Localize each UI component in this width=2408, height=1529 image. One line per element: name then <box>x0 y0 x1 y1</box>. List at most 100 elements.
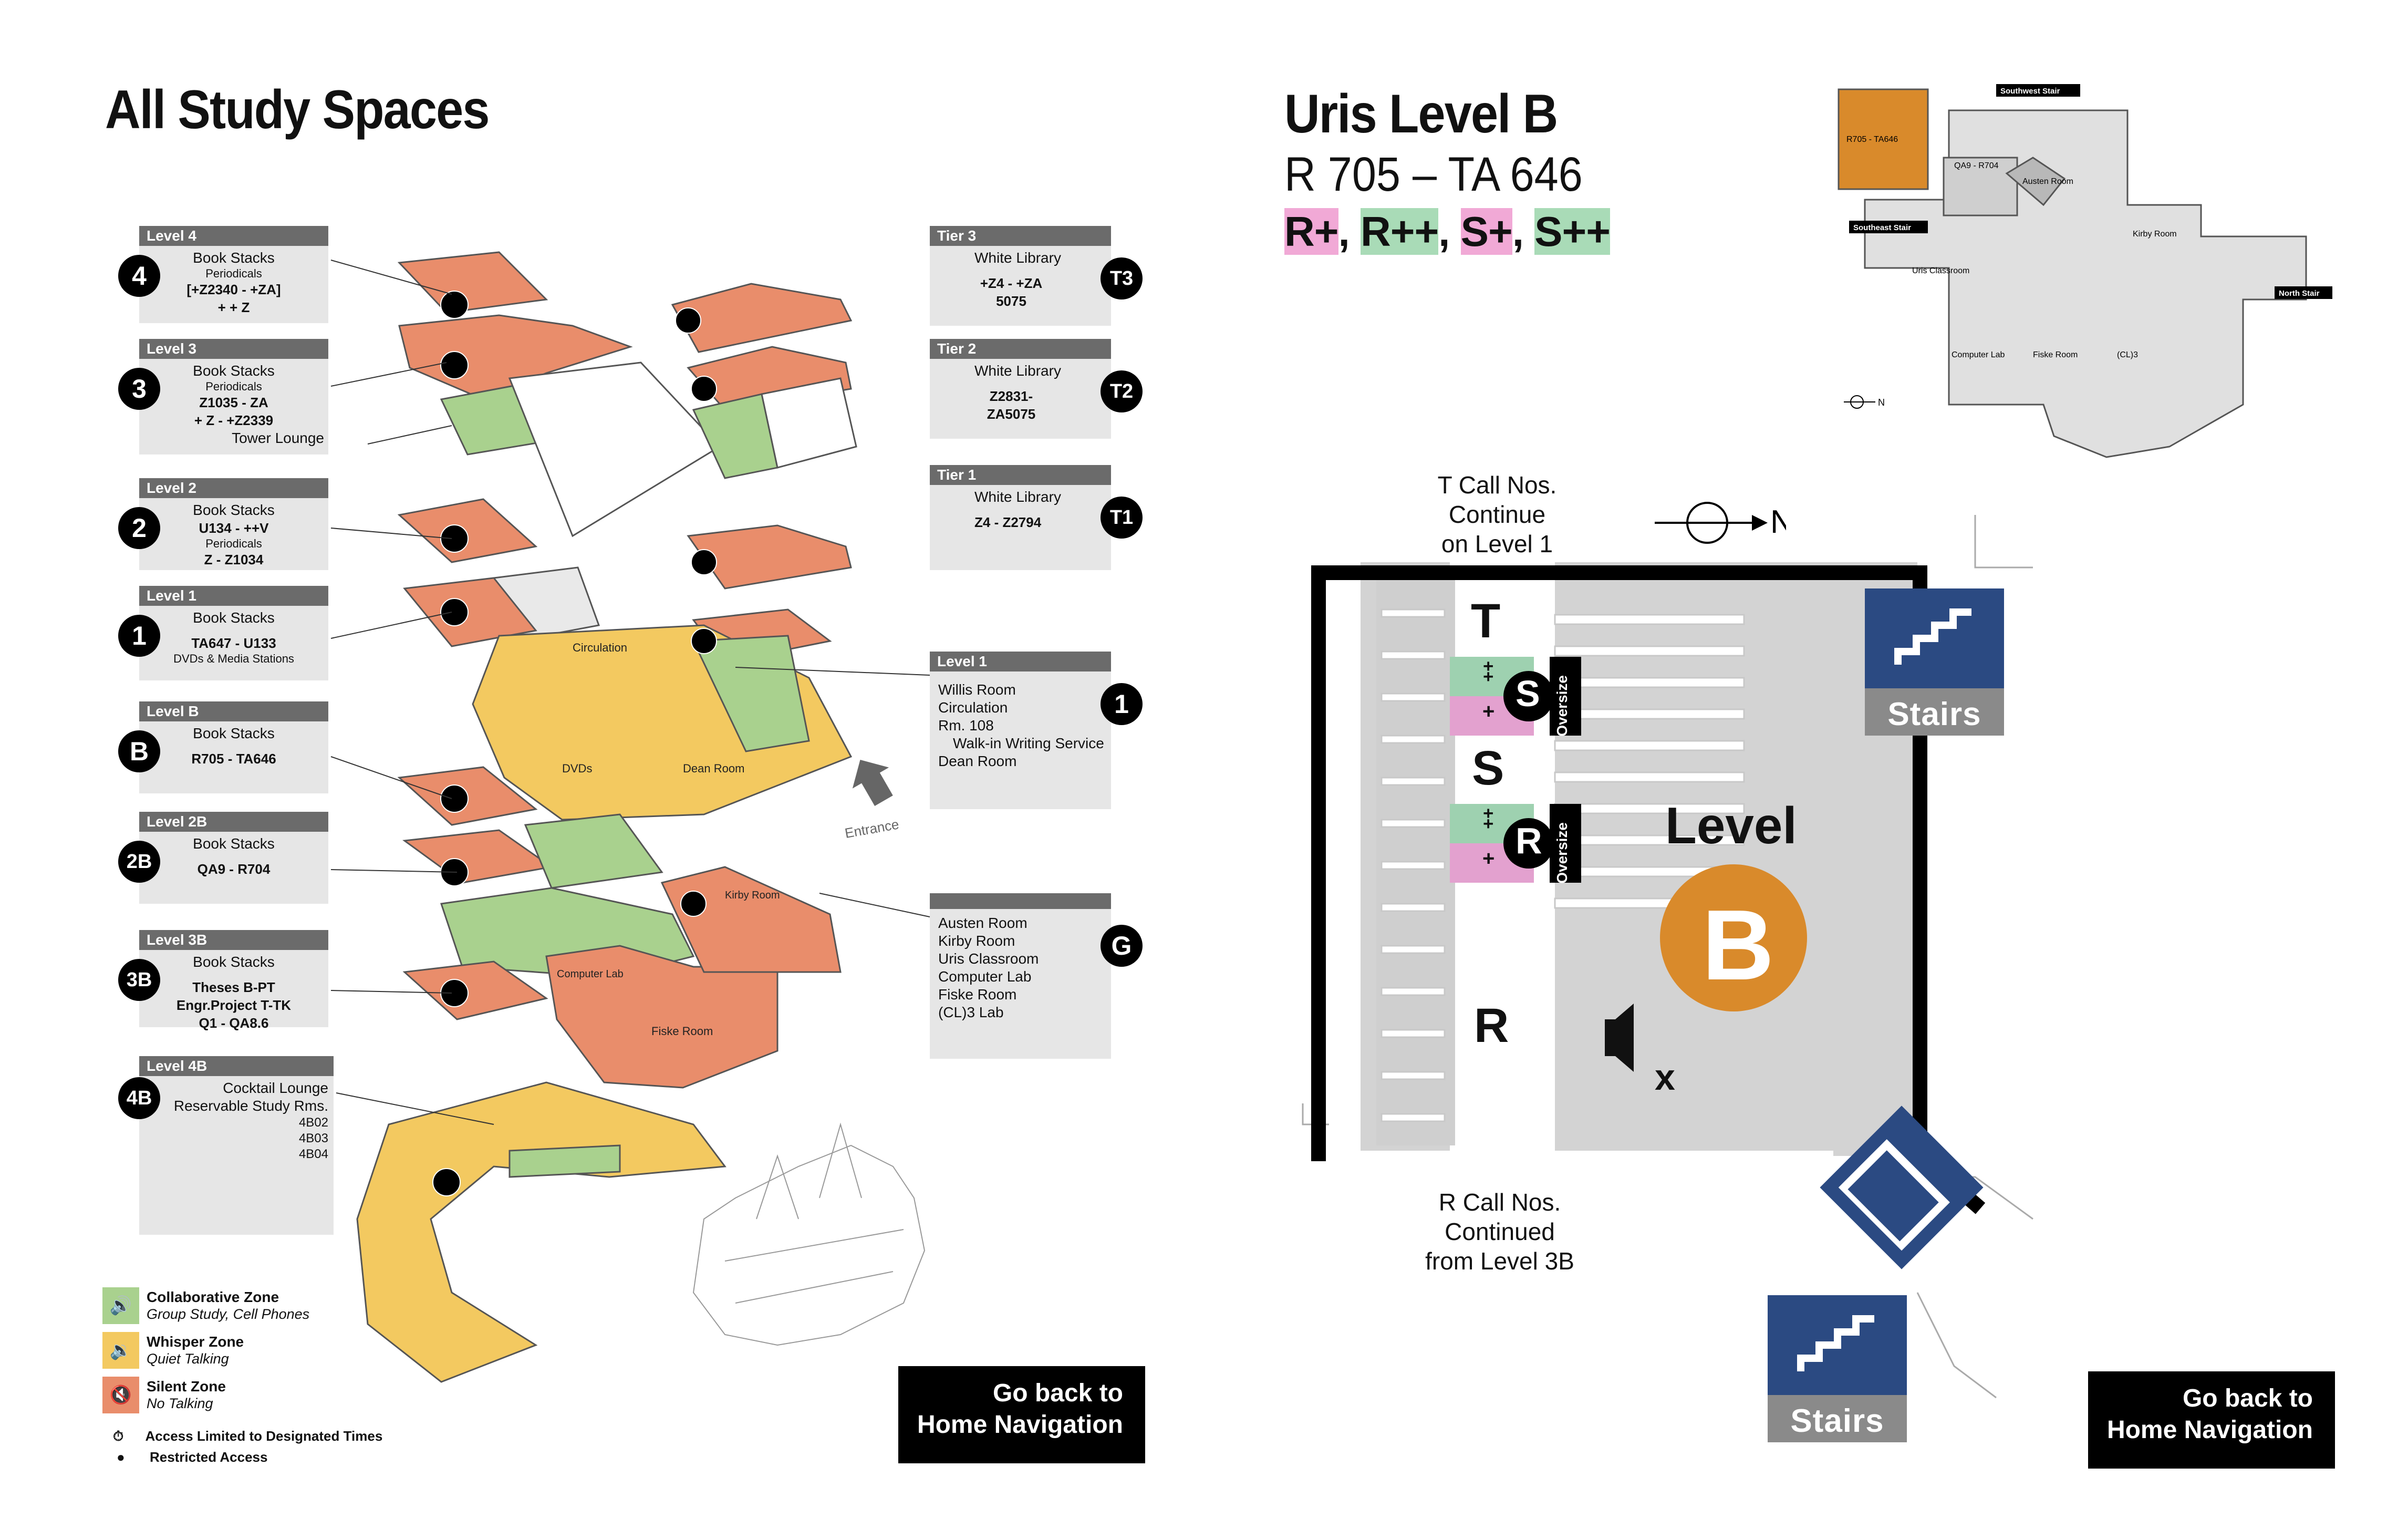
level-card-range: Z - Z1034 <box>204 552 264 567</box>
speaker-mute-icon: 🔇 <box>102 1377 139 1413</box>
level-b-floor-plan <box>1302 515 2033 1442</box>
oversize-label-r: Oversize <box>1554 822 1570 884</box>
speaker-mute-icon <box>1605 1004 1634 1072</box>
level-badge-3b: 3B <box>118 959 160 1001</box>
tier1-badge: T1 <box>1101 497 1143 539</box>
tier1-card: Tier 1 White Library Z4 - Z2794 <box>930 465 1111 570</box>
level-card-line: Book Stacks <box>193 725 275 741</box>
level-card-2b: Level 2B Book Stacks QA9 - R704 <box>139 812 328 904</box>
level1-info-badge: 1 <box>1101 683 1143 725</box>
level-card-range: [+Z2340 - +ZA] <box>186 282 281 297</box>
oversize-s-tag <box>1550 657 1581 736</box>
level-card-heading: Level 3 <box>139 339 328 359</box>
level-card-line: Book Stacks <box>193 363 275 379</box>
svg-text:DVDs: DVDs <box>562 762 592 775</box>
level2-floor <box>397 498 538 563</box>
tier3-card: Tier 3 White Library +Z4 - +ZA 5075 <box>930 226 1111 326</box>
stairs-icon-bottom <box>1768 1295 1907 1395</box>
level-badge-2b: 2B <box>118 841 160 883</box>
stairs-label-bottom: Stairs <box>1790 1403 1884 1439</box>
level-card-4b: Level 4B Cocktail Lounge Reservable Study … <box>139 1056 334 1235</box>
level-card-range: U134 - ++V <box>199 520 269 536</box>
r-plus-mark: + <box>1482 847 1495 870</box>
mute-x: x <box>1655 1057 1675 1098</box>
stack-letter-t: T <box>1471 594 1501 648</box>
level-card-3: Level 3 Book Stacks Periodicals Z1035 - ZA +… <box>139 339 328 454</box>
stack-letter-s: S <box>1472 741 1504 795</box>
building-sketch <box>692 1122 926 1346</box>
level1-collab <box>692 635 810 752</box>
level-badge-2: 2 <box>118 507 160 549</box>
level-title: Uris Level B <box>1284 84 1558 144</box>
mini-highlight-room <box>1838 88 1929 190</box>
level-badge-3: 3 <box>118 368 160 410</box>
level-card-heading: Level 2 <box>139 478 328 498</box>
level-card-subhead: Periodicals <box>205 537 262 550</box>
level-card-range: Q1 - QA8.6 <box>199 1015 269 1031</box>
level-card-line: Book Stacks <box>193 502 275 518</box>
svg-text:Circulation: Circulation <box>573 641 627 654</box>
svg-text:Kirby Room: Kirby Room <box>2133 230 2177 239</box>
level-b-circle <box>1660 864 1807 1011</box>
kirby-floor <box>660 866 842 973</box>
svg-text:QA9 - R704: QA9 - R704 <box>1954 161 1999 170</box>
svg-text:N: N <box>1878 397 1885 408</box>
s-plus-mark: + <box>1482 700 1495 723</box>
level-badge-b: B <box>118 730 160 772</box>
level-card-line: 4B04 <box>298 1147 328 1161</box>
level-letter: B <box>1702 890 1774 1001</box>
elevator-icon <box>1820 1106 1984 1269</box>
level-card-range: + Z - +Z2339 <box>194 412 274 428</box>
r-call-note: R Call Nos. Continued from Level 3B <box>1425 1189 1574 1275</box>
level-badge-4: 4 <box>118 255 160 297</box>
oversize-r-tag <box>1550 804 1581 883</box>
svg-text:R705 - TA646: R705 - TA646 <box>1846 135 1898 144</box>
level-card-range: QA9 - R704 <box>197 861 271 877</box>
level-card-note: DVDs & Media Stations <box>173 652 294 665</box>
level-card-range: Engr.Project T-TK <box>176 997 292 1013</box>
level-card-range: Theses B-PT <box>192 979 275 995</box>
level-word: Level <box>1665 797 1797 854</box>
call-range: R 705 – TA 646 <box>1284 148 1583 201</box>
stairs-label-top: Stairs <box>1887 696 1981 732</box>
stairs-icon-top <box>1865 588 2004 688</box>
level-card-line: Book Stacks <box>193 250 275 266</box>
level-badge-1: 1 <box>118 615 160 657</box>
level1-floor <box>403 577 537 647</box>
level-card-3b: Level 3B Book Stacks Theses B-PT Engr.Proje… <box>139 930 328 1031</box>
svg-text:Fiske Room: Fiske Room <box>2033 350 2078 359</box>
level-card-subhead: Periodicals <box>205 380 262 393</box>
legend-silent: 🔇 Silent Zone No Talking <box>102 1377 226 1413</box>
t-call-note: T Call Nos. Continue on Level 1 <box>1437 471 1557 557</box>
home-navigation-button-left[interactable]: Go back to Home Navigation <box>898 1366 1145 1463</box>
tag-s-double-plus: S++ <box>1534 208 1611 255</box>
legend-whisper: 🔉 Whisper Zone Quiet Talking <box>102 1332 244 1369</box>
tag-s-plus: S+ <box>1460 208 1513 255</box>
level-card-heading: Level 1 <box>139 586 328 606</box>
oversize-label-s: Oversize <box>1554 675 1570 737</box>
s-double-plus-mark: ++ <box>1478 661 1498 682</box>
level-card-2: Level 2 Book Stacks U134 - ++V Periodicals Z… <box>139 478 328 570</box>
page-title: All Study Spaces <box>105 79 490 140</box>
r-double-plus-mark: ++ <box>1478 808 1498 829</box>
speaker-loud-icon: 🔊 <box>102 1287 139 1324</box>
level-card-line: Book Stacks <box>193 835 275 852</box>
dot-icon: ● <box>117 1449 125 1465</box>
svg-text:Dean Room: Dean Room <box>683 762 744 775</box>
level4-floor <box>397 251 548 314</box>
tier2-card: Tier 2 White Library Z2831- ZA5075 <box>930 339 1111 439</box>
level2b-austen <box>524 813 663 889</box>
level-card-b: Level B Book Stacks R705 - TA646 <box>139 701 328 793</box>
svg-text:Fiske Room: Fiske Room <box>651 1025 713 1038</box>
note-restricted: ● Restricted Access <box>117 1449 268 1465</box>
svg-text:Kirby Room: Kirby Room <box>725 890 780 901</box>
level1-info-card: Level 1 Willis Room Circulation Rm. 108 … <box>930 652 1111 809</box>
level-card-extra: Tower Lounge <box>232 430 324 446</box>
level-card-line: Book Stacks <box>193 609 275 626</box>
home-navigation-button-right[interactable]: Go back to Home Navigation <box>2088 1371 2335 1469</box>
level4b-collab <box>508 1144 621 1178</box>
circle-letter-s: S <box>1516 673 1540 714</box>
level-card-heading: Level 4 <box>139 226 328 246</box>
svg-text:Computer Lab: Computer Lab <box>1952 350 2005 359</box>
svg-text:Computer Lab: Computer Lab <box>557 968 624 980</box>
